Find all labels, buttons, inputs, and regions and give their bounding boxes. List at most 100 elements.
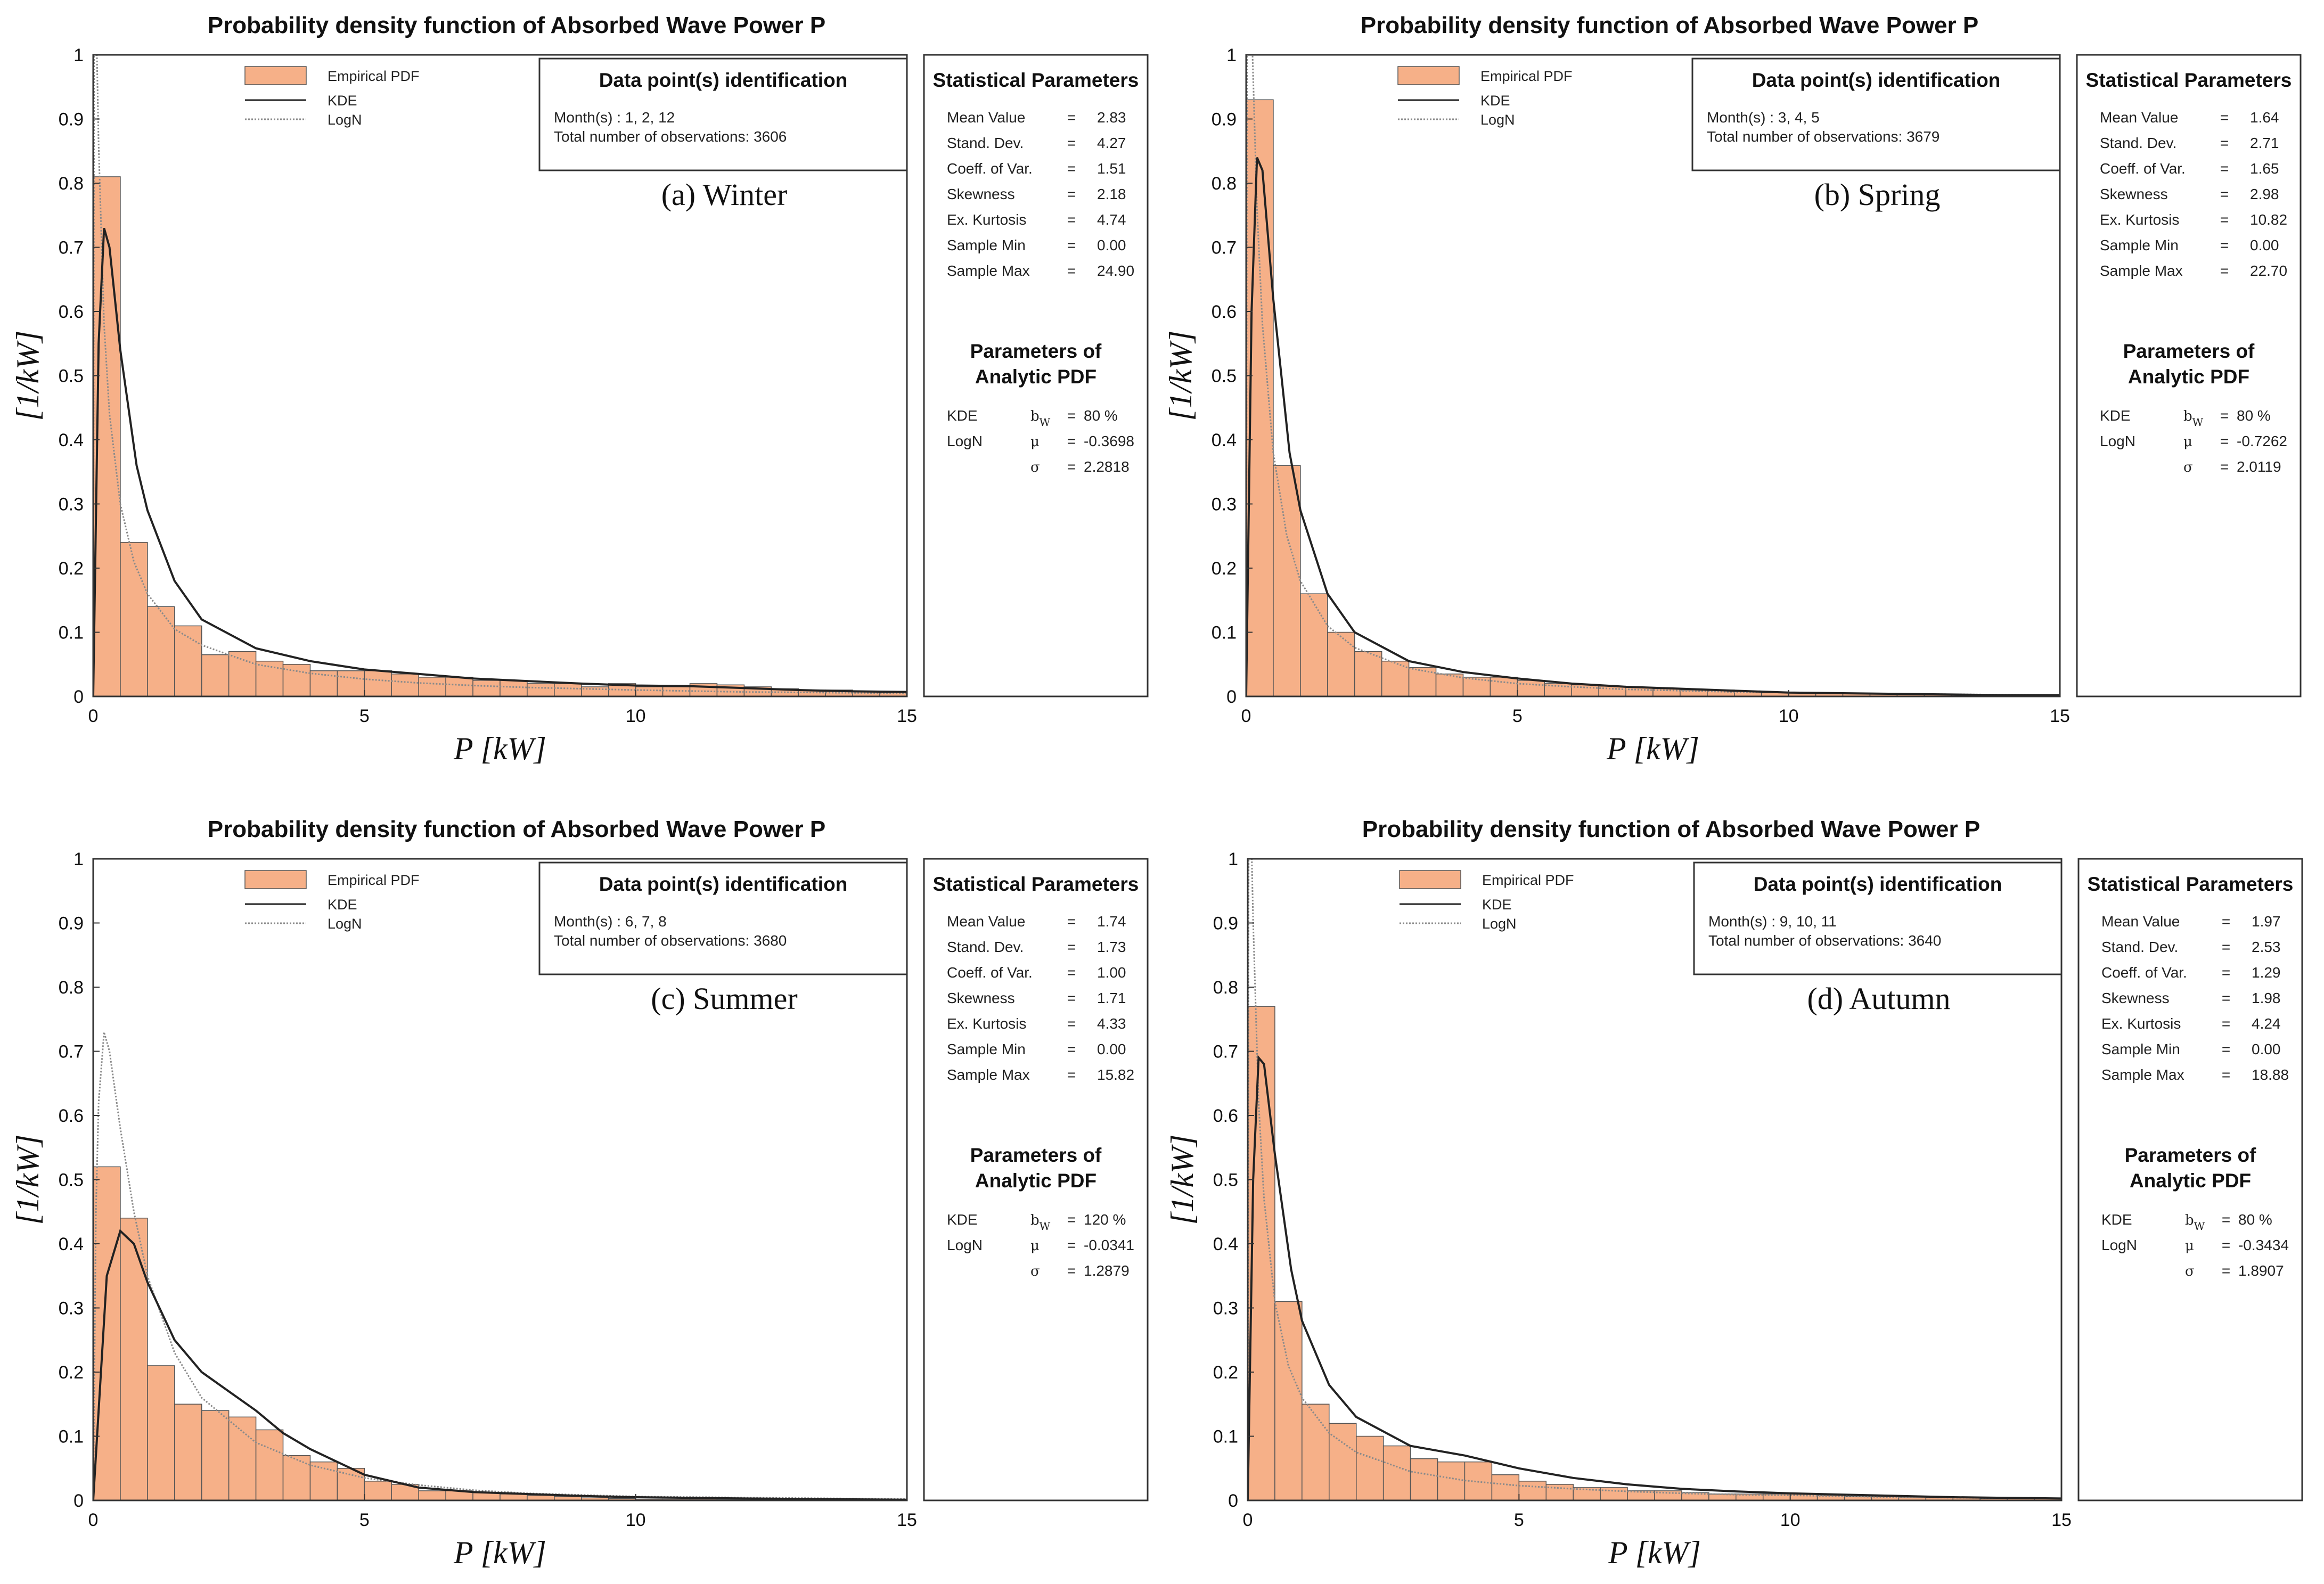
kde-curve <box>93 1229 907 1500</box>
logn-curve <box>1248 859 2061 1500</box>
stat-label: Sample Max <box>2100 262 2183 279</box>
histogram-bar <box>1462 677 1491 696</box>
x-axis-label: P [kW] <box>1608 1535 1701 1570</box>
stat-equals: = <box>1067 939 1076 955</box>
analytic-equals: = <box>2220 433 2229 449</box>
x-tick-label: 5 <box>1514 1510 1524 1530</box>
stat-value: 1.65 <box>2250 160 2279 177</box>
y-tick-label: 0.6 <box>1213 1106 1238 1126</box>
stat-label: Coeff. of Var. <box>947 964 1033 981</box>
y-tick-label: 0.8 <box>1212 174 1237 194</box>
stat-label: Sample Max <box>947 1066 1030 1083</box>
data-box-frame <box>1693 861 2063 975</box>
statistics-title: Statistical Parameters <box>933 69 1139 91</box>
histogram-bar <box>1355 1435 1384 1500</box>
stat-label: Skewness <box>2100 186 2168 202</box>
stat-label: Skewness <box>947 990 1015 1006</box>
stat-value: 24.90 <box>1097 262 1134 279</box>
analytic-parameter-symbol: σ <box>2185 1263 2195 1279</box>
analytic-equals: = <box>2222 1237 2230 1253</box>
histogram-bar <box>500 1493 528 1500</box>
stat-equals: = <box>2222 1015 2230 1032</box>
stat-value: 4.74 <box>1097 211 1126 228</box>
y-tick-label: 0.4 <box>1213 1234 1238 1254</box>
y-tick-label: 0.1 <box>1213 1427 1238 1447</box>
histogram-bars <box>93 176 907 696</box>
analytic-parameter-symbol: bW <box>1030 408 1051 429</box>
x-tick-label: 5 <box>359 1510 370 1530</box>
y-tick-label: 0.7 <box>1212 238 1237 258</box>
analytic-model-name: KDE <box>2100 407 2131 424</box>
stat-label: Coeff. of Var. <box>2101 964 2187 981</box>
histogram-bar <box>472 680 501 696</box>
x-axis-label: P [kW] <box>1606 731 1699 766</box>
data-box-frame <box>1691 58 2061 171</box>
x-tick-label: 10 <box>1780 1510 1801 1530</box>
stat-value: 22.70 <box>2250 262 2287 279</box>
stat-value: 4.24 <box>2252 1015 2281 1032</box>
analytic-value: 120 % <box>1084 1211 1126 1228</box>
data-box-title: Data point(s) identification <box>599 69 848 91</box>
panel-subtitle: (d) Autumn <box>1807 981 1950 1016</box>
data-box-title: Data point(s) identification <box>1752 69 2001 91</box>
histogram-bar <box>147 1365 175 1500</box>
y-tick-label: 0.1 <box>1212 623 1237 643</box>
x-axis-unit: [kW] <box>1626 731 1699 766</box>
histogram-bar <box>1490 677 1518 696</box>
analytic-title-line2: Analytic PDF <box>2130 1170 2251 1192</box>
y-tick-label: 0.4 <box>1212 430 1237 450</box>
analytic-equals: = <box>1067 458 1076 475</box>
y-tick-label: 0.3 <box>59 1299 84 1319</box>
analytic-equals: = <box>1067 1211 1076 1228</box>
histogram-bar <box>1518 1481 1547 1500</box>
stat-label: Ex. Kurtosis <box>947 211 1026 228</box>
stat-equals: = <box>2222 964 2230 981</box>
stat-equals: = <box>1067 1066 1076 1083</box>
statistics-title: Statistical Parameters <box>2088 873 2294 895</box>
histogram-bar <box>418 677 446 696</box>
x-tick-label: 5 <box>1512 706 1523 726</box>
histogram-bar <box>527 683 555 696</box>
x-axis-label: P [kW] <box>453 1535 546 1570</box>
stat-equals: = <box>1067 1041 1076 1057</box>
histogram-bar <box>228 651 257 696</box>
chart-title: Probability density function of Absorbed… <box>208 12 825 38</box>
analytic-title-line2: Analytic PDF <box>975 366 1096 388</box>
chart-title: Probability density function of Absorbed… <box>1362 816 1980 842</box>
legend-label: KDE <box>328 897 357 913</box>
x-tick-label: 15 <box>2050 706 2070 726</box>
histogram-bar <box>228 1416 257 1500</box>
y-tick-label: 0.9 <box>1213 914 1238 934</box>
data-box-frame <box>538 58 908 171</box>
analytic-value: -0.3434 <box>2238 1237 2289 1253</box>
legend-label: LogN <box>1480 112 1515 128</box>
histogram-bar <box>201 654 230 696</box>
y-tick-label: 0.7 <box>59 1042 84 1062</box>
legend-label: KDE <box>328 93 357 109</box>
analytic-value: 1.8907 <box>2238 1262 2284 1279</box>
statistics-box-frame <box>2076 54 2302 697</box>
stat-label: Ex. Kurtosis <box>2100 211 2179 228</box>
legend-label: KDE <box>1480 93 1510 109</box>
analytic-parameter-symbol: bW <box>2185 1212 2205 1233</box>
y-tick-label: 0.3 <box>59 495 84 515</box>
stat-equals: = <box>2222 913 2230 930</box>
stat-value: 0.00 <box>1097 237 1126 253</box>
y-tick-label: 0.8 <box>59 174 84 194</box>
legend-swatch-icon <box>244 66 307 85</box>
histogram-bar <box>282 664 311 696</box>
data-identification-box: Data point(s) identification Month(s) : 6… <box>538 861 908 975</box>
legend-swatch-icon <box>1397 66 1460 85</box>
data-box-months: Month(s) : 6, 7, 8 <box>554 913 667 930</box>
stat-equals: = <box>2222 1041 2230 1057</box>
stat-value: 1.74 <box>1097 913 1126 930</box>
analytic-value: 1.2879 <box>1084 1262 1130 1279</box>
histogram-bar <box>337 670 365 696</box>
stat-label: Ex. Kurtosis <box>2101 1015 2181 1032</box>
x-axis-unit: [kW] <box>473 1535 546 1570</box>
x-tick-label: 15 <box>897 1510 917 1530</box>
x-tick-label: 10 <box>626 1510 646 1530</box>
y-tick-label: 0.5 <box>1213 1170 1238 1191</box>
analytic-model-name: LogN <box>947 1237 983 1253</box>
